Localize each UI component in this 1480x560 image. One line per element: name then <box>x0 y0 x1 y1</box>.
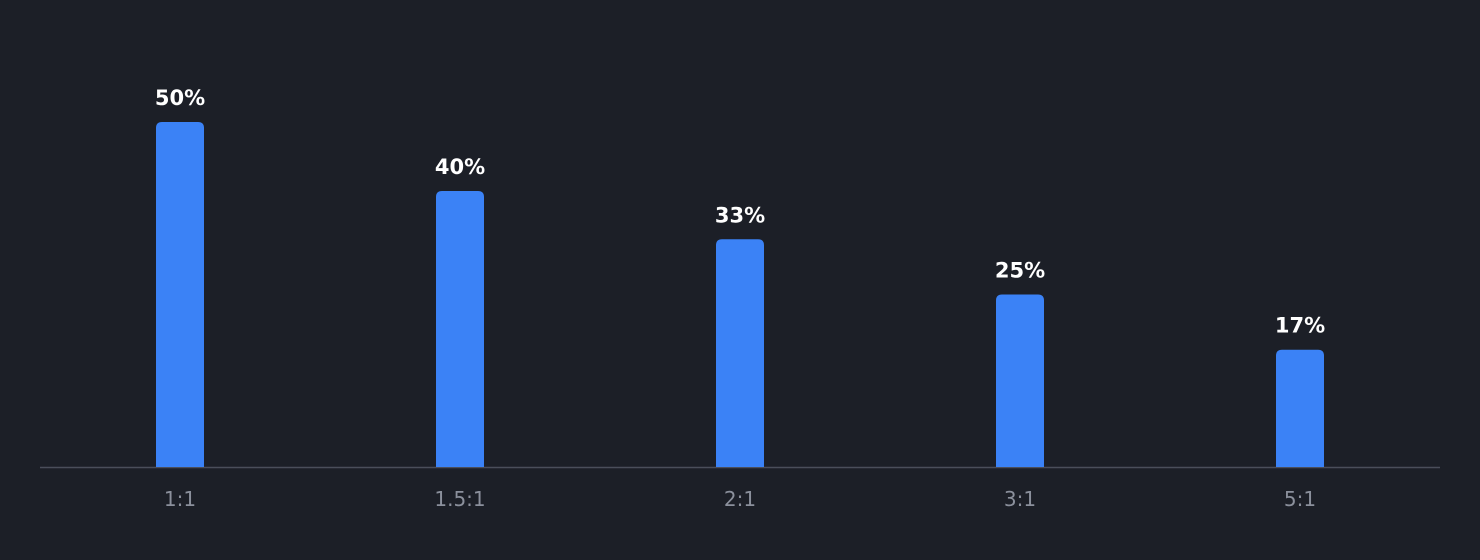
x-tick-label: 1.5:1 <box>434 487 485 511</box>
bar <box>1276 349 1324 467</box>
x-tick-label: 5:1 <box>1284 487 1316 511</box>
bar <box>156 122 204 467</box>
x-tick-label: 1:1 <box>164 487 196 511</box>
value-label: 40% <box>435 155 485 179</box>
x-tick-label: 2:1 <box>724 487 756 511</box>
bar <box>716 239 764 467</box>
value-label: 50% <box>155 86 205 110</box>
value-label: 17% <box>1275 314 1325 338</box>
bar <box>996 294 1044 467</box>
x-tick-label: 3:1 <box>1004 487 1036 511</box>
value-label: 33% <box>715 203 765 227</box>
bar <box>436 191 484 467</box>
value-label: 25% <box>995 259 1045 283</box>
